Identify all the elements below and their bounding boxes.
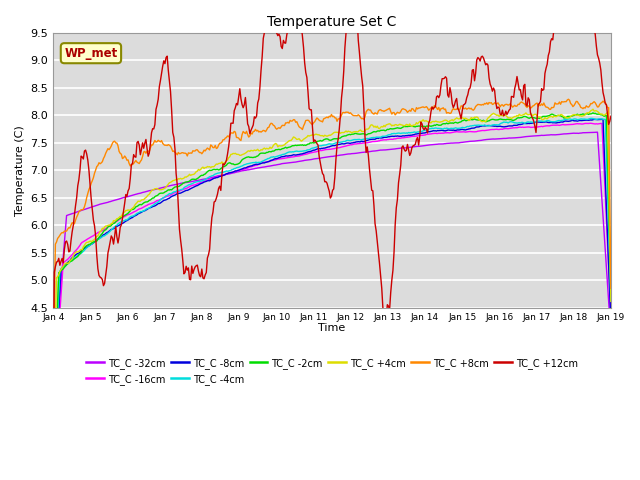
Text: WP_met: WP_met [65,47,118,60]
Legend: TC_C -32cm, TC_C -16cm, TC_C -8cm, TC_C -4cm, TC_C -2cm, TC_C +4cm, TC_C +8cm, T: TC_C -32cm, TC_C -16cm, TC_C -8cm, TC_C … [83,354,582,388]
Title: Temperature Set C: Temperature Set C [268,15,397,29]
Y-axis label: Temperature (C): Temperature (C) [15,125,25,216]
X-axis label: Time: Time [318,323,346,333]
